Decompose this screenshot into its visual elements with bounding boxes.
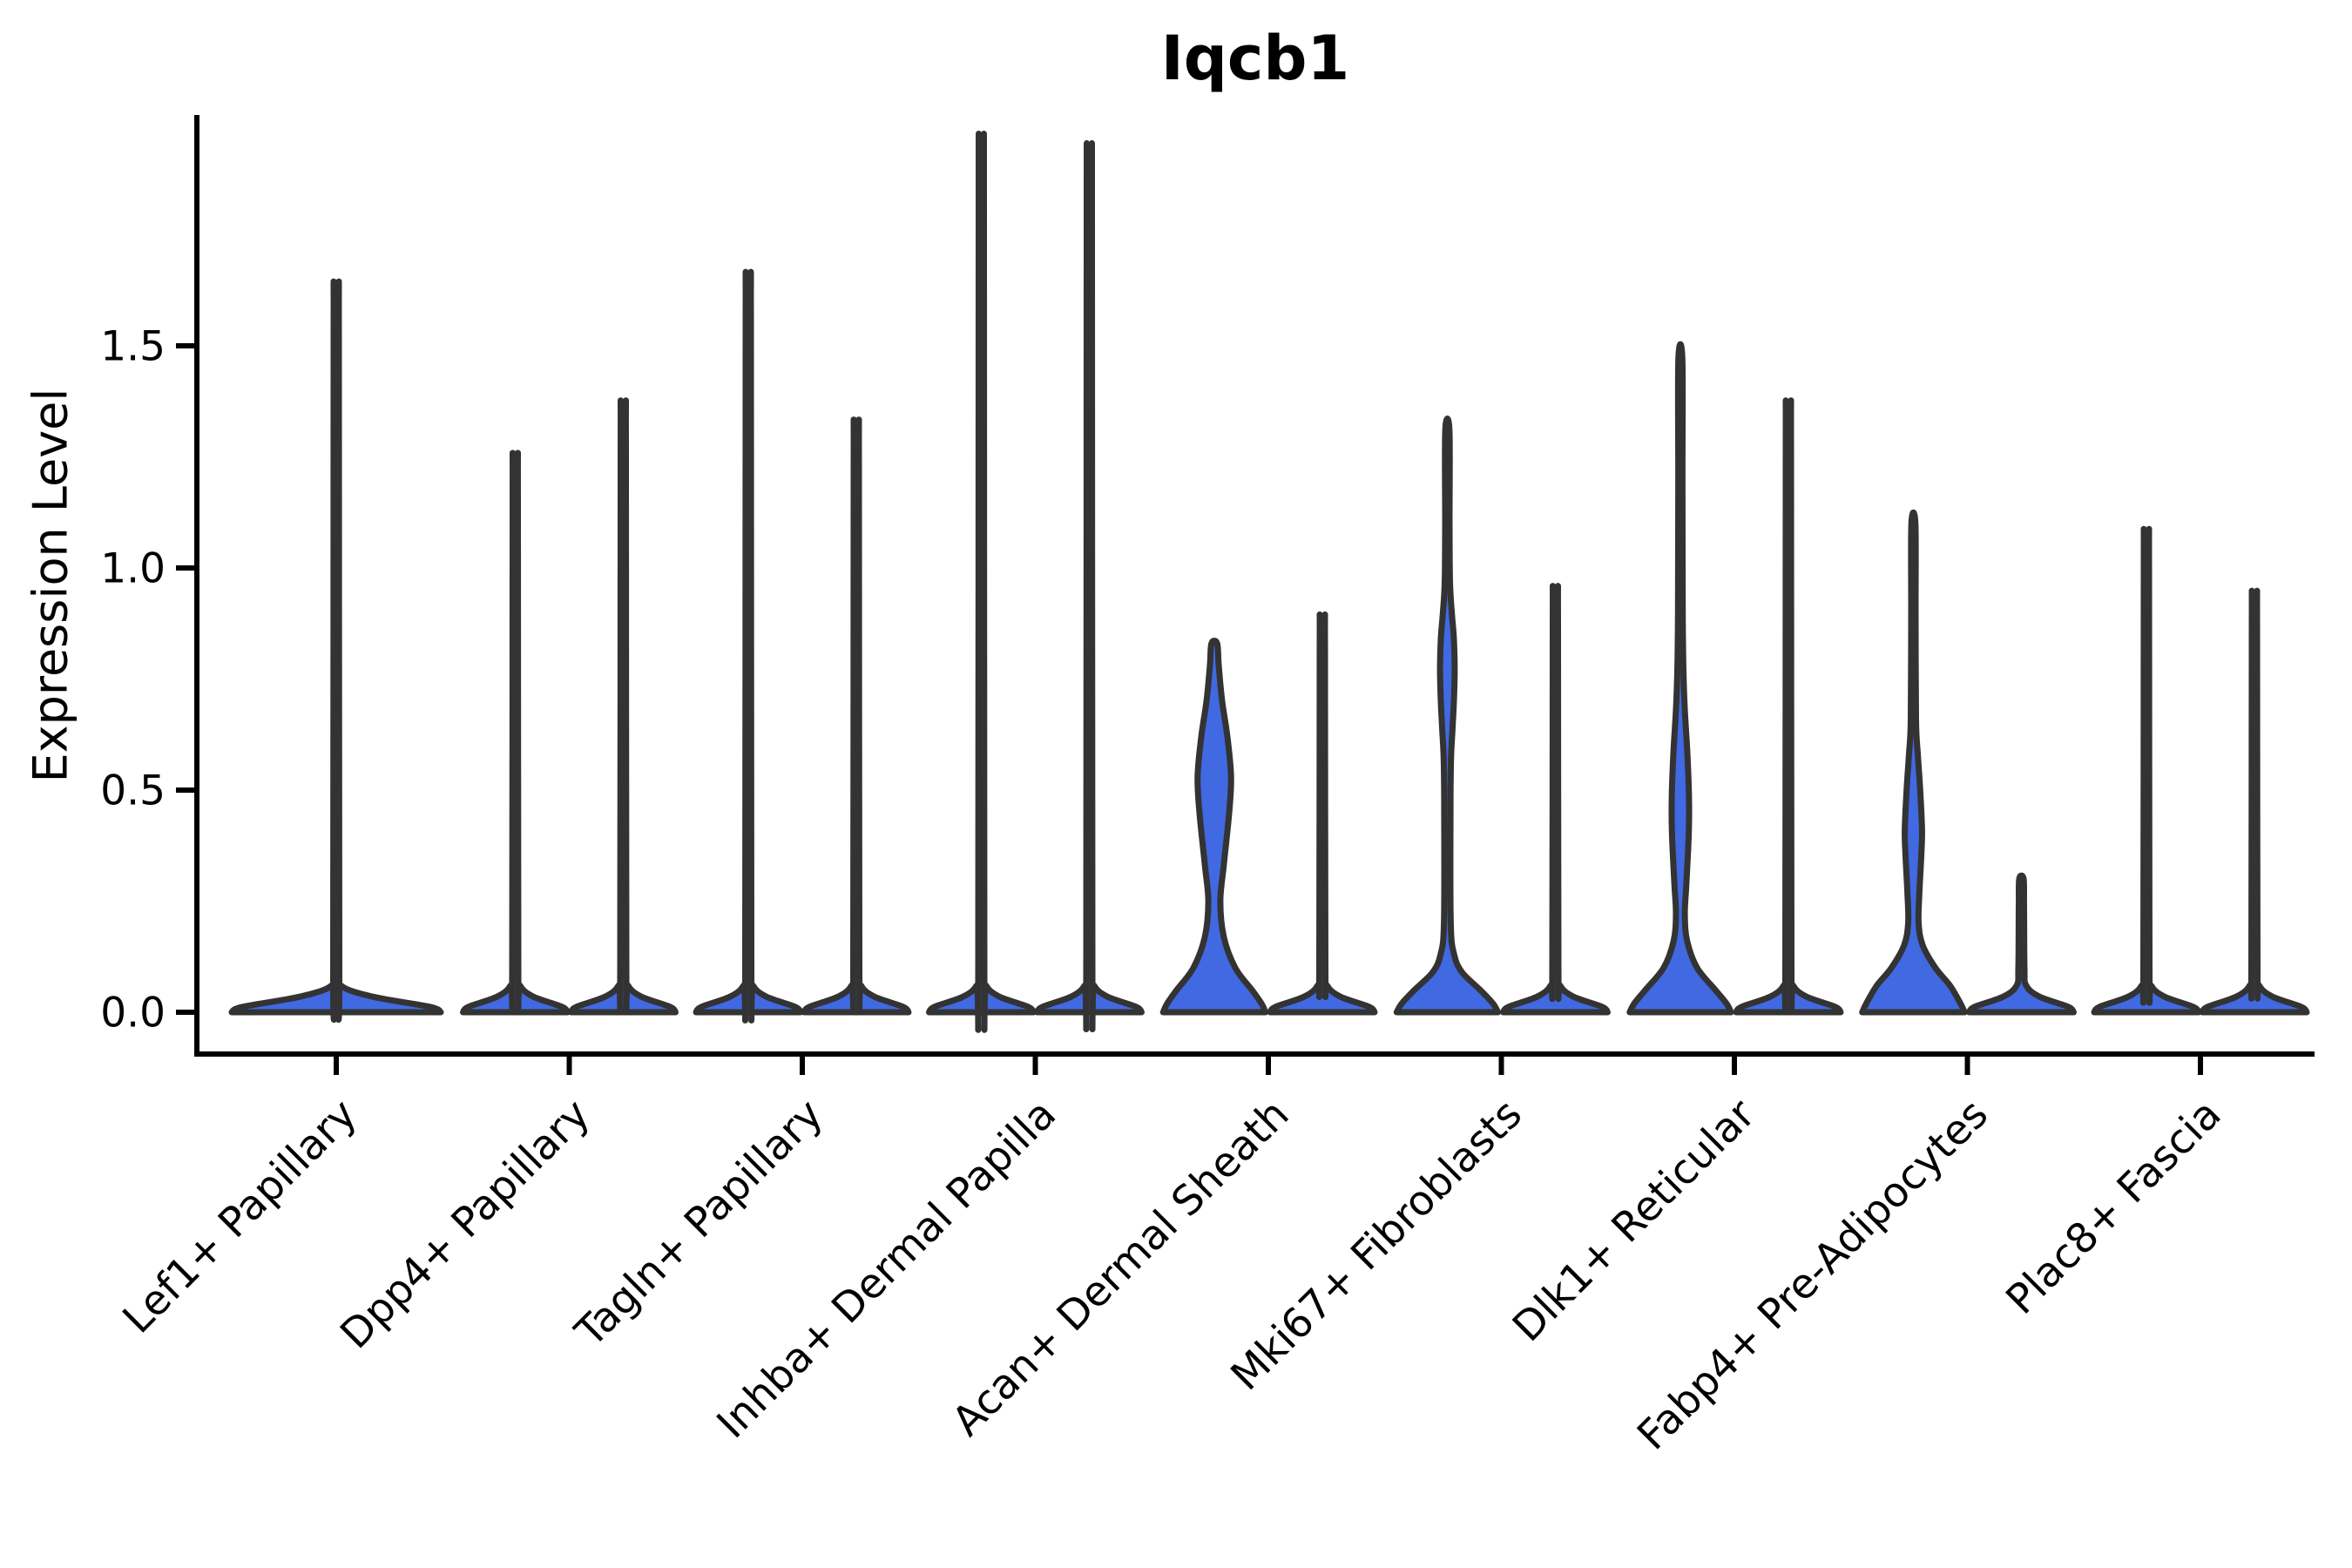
violin <box>1159 638 1269 1016</box>
violin <box>926 131 1037 1033</box>
x-tick-label: Lef1+ Papillary <box>114 1091 367 1343</box>
y-tick-labels: 0.0 0.5 1.0 1.5 <box>100 322 166 1037</box>
violin <box>1034 140 1145 1032</box>
violin <box>1626 341 1734 1016</box>
violin <box>460 449 571 1016</box>
axes <box>176 115 2315 1075</box>
violin <box>2091 525 2202 1016</box>
y-axis-label: Expression Level <box>23 388 78 783</box>
violin <box>1393 415 1502 1016</box>
x-tick-label: Dpp4+ Papillary <box>331 1091 599 1359</box>
violin <box>1500 583 1611 1016</box>
violin <box>1859 509 1968 1016</box>
violin <box>228 278 444 1024</box>
violins <box>228 131 2310 1033</box>
x-tick-label: Dlk1+ Reticular <box>1504 1090 1765 1351</box>
violin <box>801 416 912 1016</box>
y-tick-label: 1.0 <box>100 544 166 592</box>
y-tick-label: 0.5 <box>100 767 166 814</box>
violin <box>568 397 679 1016</box>
violin <box>1733 397 1844 1016</box>
y-tick-label: 0.0 <box>100 989 166 1037</box>
violin <box>693 268 804 1024</box>
y-tick-label: 1.5 <box>100 322 166 370</box>
chart-title: Iqcb1 <box>1160 23 1350 94</box>
violin <box>2199 587 2310 1016</box>
x-tick-label: Tagln+ Papillary <box>566 1091 833 1357</box>
violin <box>1966 872 2077 1016</box>
x-tick-label: Plac8+ Fascia <box>1997 1091 2231 1324</box>
violin <box>1267 611 1378 1016</box>
